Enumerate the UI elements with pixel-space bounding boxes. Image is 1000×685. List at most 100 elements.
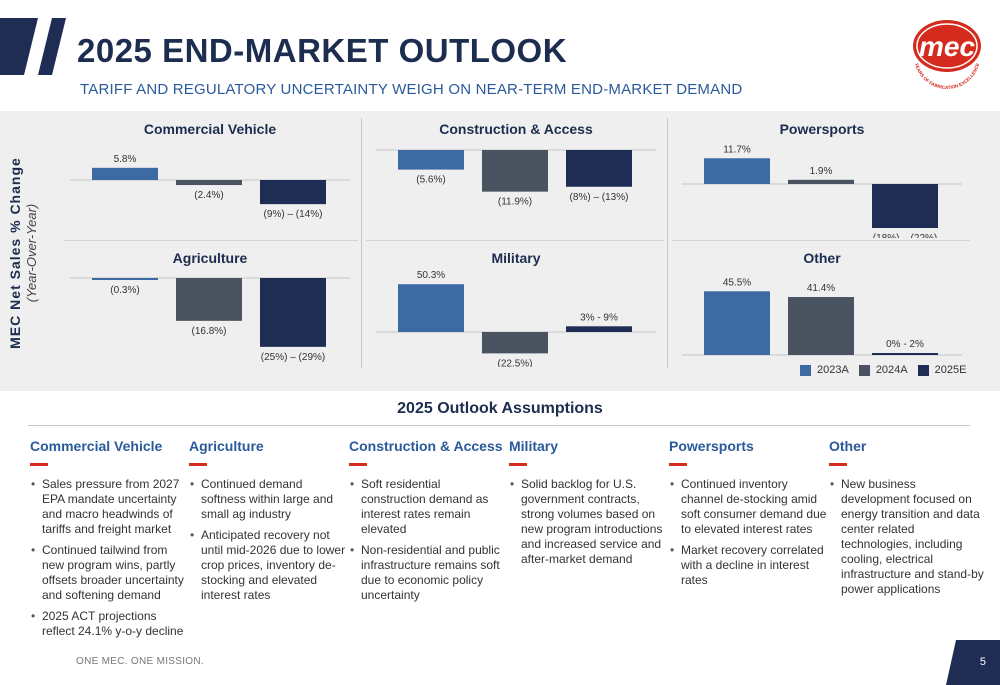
legend-item-2024a: 2024A	[858, 364, 908, 376]
chart-title: Agriculture	[172, 250, 248, 266]
heading-underline	[189, 463, 207, 466]
assumption-bullet: Continued demand softness within large a…	[189, 477, 347, 522]
bar-2024a	[482, 332, 548, 354]
header-slash-accent	[0, 18, 66, 75]
chart-plot: (5.6%) (11.9%) (8%) – (13%)	[376, 149, 656, 208]
data-label: (5.6%)	[416, 175, 445, 186]
panel-divider	[667, 118, 668, 368]
bar-2024a	[788, 297, 854, 355]
bar-2023a	[398, 284, 464, 332]
data-label: 41.4%	[807, 283, 835, 294]
data-label: 3% - 9%	[580, 312, 618, 323]
chart-title: Construction & Access	[439, 121, 593, 137]
legend-swatch	[800, 364, 811, 376]
chart-plot: 45.5% 41.4% 0% - 2%	[682, 277, 962, 356]
page-title: 2025 END-MARKET OUTLOOK	[77, 32, 568, 69]
heading-underline	[30, 463, 48, 466]
data-label: (9%) – (14%)	[264, 209, 323, 220]
assumptions-title: 2025 Outlook Assumptions	[397, 400, 603, 417]
chart-military: 50.3% (22.5%) 3% - 9% Military	[366, 242, 666, 367]
bar-2024a	[176, 278, 242, 321]
assumption-bullet: Solid backlog for U.S. government contra…	[509, 477, 667, 567]
data-label: 50.3%	[417, 270, 445, 281]
assumption-bullet: 2025 ACT projections reflect 24.1% y-o-y…	[30, 609, 188, 639]
heading-underline	[829, 463, 847, 466]
legend-label: 2024A	[875, 364, 908, 376]
panel-divider	[64, 240, 358, 241]
chart-title: Other	[803, 250, 841, 266]
y-axis-label: MEC Net Sales % Change (Year-Over-Year)	[7, 143, 41, 363]
bar-2024a	[788, 179, 854, 184]
bar-2023a	[704, 291, 770, 355]
data-label: (18%) – (22%)	[873, 233, 937, 238]
assumption-bullet: New business development focused on ener…	[829, 477, 985, 597]
assumption-heading: Other	[829, 438, 867, 454]
bar-2025e	[260, 180, 326, 205]
chart-title: Commercial Vehicle	[143, 121, 277, 137]
heading-underline	[349, 463, 367, 466]
legend-item-2023a: 2023A	[800, 364, 849, 376]
chart-plot: 50.3% (22.5%) 3% - 9%	[376, 270, 656, 367]
data-label: 5.8%	[114, 154, 137, 165]
assumption-bullet: Soft residential construction demand as …	[349, 477, 507, 537]
legend-swatch	[917, 364, 929, 376]
chart-legend: 2023A 2024A 2025E	[800, 364, 966, 376]
assumption-bullet: Continued tailwind from new program wins…	[30, 543, 188, 603]
chart-powersports: 11.7% 1.9% (18%) – (22%) Powersports	[672, 113, 972, 238]
assumption-heading: Military	[509, 438, 559, 454]
chart-other: 45.5% 41.4% 0% - 2% Other	[672, 242, 972, 367]
data-label: 45.5%	[723, 277, 751, 288]
assumption-heading: Construction & Access	[349, 438, 503, 454]
chart-agriculture: (0.3%) (16.8%) (25%) – (29%) Agriculture	[60, 242, 360, 367]
y-axis-label-line1: MEC Net Sales % Change	[7, 157, 23, 349]
bar-2024a	[482, 150, 548, 192]
data-label: (8%) – (13%)	[570, 192, 629, 203]
chart-commercial-vehicle: 5.8% (2.4%) (9%) – (14%) Commercial Vehicl…	[60, 113, 360, 238]
bar-2025e	[872, 184, 938, 228]
bar-2025e	[260, 278, 326, 347]
data-label: (2.4%)	[194, 190, 223, 201]
assumption-column-powersports: Powersports Continued inventory channel …	[669, 438, 827, 594]
bar-2023a	[704, 158, 770, 184]
bar-2023a	[92, 278, 158, 280]
assumption-bullet: Anticipated recovery not until mid-2026 …	[189, 528, 347, 603]
chart-plot: 5.8% (2.4%) (9%) – (14%)	[70, 154, 350, 220]
bar-2025e	[566, 150, 632, 187]
mec-logo: mec YEARS OF FABRICATION EXCELLENCE	[913, 20, 981, 90]
page-number: 5	[979, 656, 986, 668]
bar-2024a	[176, 180, 242, 186]
bar-2023a	[92, 167, 158, 180]
y-axis-label-line2: (Year-Over-Year)	[24, 203, 39, 303]
data-label: (0.3%)	[110, 285, 139, 296]
chart-plot: (0.3%) (16.8%) (25%) – (29%)	[70, 277, 350, 363]
legend-swatch	[858, 364, 870, 376]
panel-divider	[672, 240, 970, 241]
logo-wordmark: mec	[919, 31, 975, 62]
assumption-column-other: Other New business development focused o…	[829, 438, 985, 603]
assumptions-divider	[28, 425, 970, 426]
chart-title: Powersports	[779, 121, 865, 137]
panel-divider	[361, 118, 362, 368]
chart-plot: 11.7% 1.9% (18%) – (22%)	[682, 144, 962, 238]
footer-tagline: ONE MEC. ONE MISSION.	[76, 656, 204, 667]
bar-2025e	[872, 353, 938, 355]
heading-underline	[509, 463, 527, 466]
data-label: 11.7%	[723, 144, 751, 155]
heading-underline	[669, 463, 687, 466]
assumption-heading: Commercial Vehicle	[30, 438, 163, 454]
assumption-bullet: Market recovery correlated with a declin…	[669, 543, 827, 588]
assumption-bullet: Sales pressure from 2027 EPA mandate unc…	[30, 477, 188, 537]
assumption-bullet: Non-residential and public infrastructur…	[349, 543, 507, 603]
page-subtitle: TARIFF AND REGULATORY UNCERTAINTY WEIGH …	[80, 81, 743, 98]
chart-construction-access: (5.6%) (11.9%) (8%) – (13%) Construction &…	[366, 113, 666, 238]
data-label: (25%) – (29%)	[261, 352, 325, 363]
bar-2025e	[566, 326, 632, 332]
data-label: 1.9%	[810, 166, 833, 177]
data-label: 0% - 2%	[886, 339, 924, 350]
page-number-box	[946, 640, 1000, 685]
data-label: (16.8%)	[191, 326, 226, 337]
legend-label: 2023A	[817, 364, 849, 376]
data-label: (11.9%)	[498, 197, 532, 208]
legend-label: 2025E	[934, 364, 967, 376]
assumption-bullet: Continued inventory channel de-stocking …	[669, 477, 827, 537]
